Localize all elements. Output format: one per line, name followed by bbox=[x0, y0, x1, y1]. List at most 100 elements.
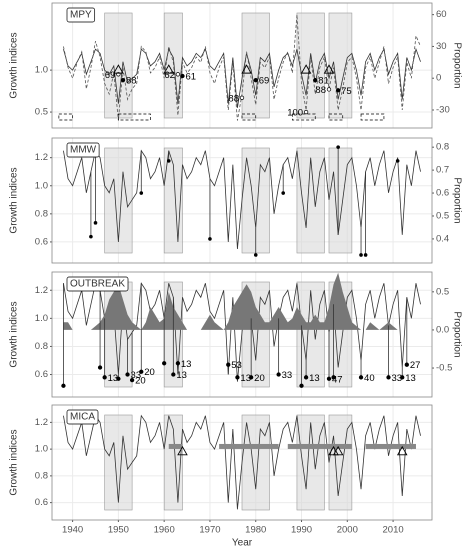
point-label: 20 bbox=[135, 376, 146, 387]
x-tick-label: 1990 bbox=[291, 525, 312, 536]
x-tick-label: 2010 bbox=[383, 525, 404, 536]
point-label: 40 bbox=[364, 373, 375, 384]
period bbox=[328, 147, 353, 254]
dashed-box bbox=[118, 113, 151, 121]
line bbox=[63, 414, 421, 510]
point-label: 88 bbox=[315, 85, 326, 96]
y2-tick-label: 0.8 bbox=[436, 142, 449, 153]
point bbox=[102, 375, 107, 380]
period bbox=[296, 147, 325, 254]
period bbox=[328, 414, 353, 511]
y-axis-title: Growth indices bbox=[9, 167, 20, 233]
y2-tick-label: -30 bbox=[436, 105, 450, 116]
point-label: 88 bbox=[126, 76, 137, 87]
dashed-box bbox=[241, 113, 257, 121]
lollipop-point bbox=[89, 234, 93, 239]
y2-tick-label: 0.4 bbox=[436, 233, 449, 244]
point-label: 69 bbox=[259, 76, 270, 87]
point bbox=[358, 375, 364, 380]
lollipop-point bbox=[166, 159, 171, 163]
point bbox=[335, 88, 341, 93]
point bbox=[180, 73, 185, 79]
lollipop-point bbox=[336, 145, 340, 149]
triangle bbox=[113, 64, 124, 74]
triangle bbox=[332, 445, 344, 456]
period bbox=[104, 147, 133, 254]
y-tick-label: 1.2 bbox=[35, 152, 48, 163]
line bbox=[63, 47, 421, 108]
point-label: 100 bbox=[287, 108, 303, 119]
point-label: 62 bbox=[164, 70, 175, 81]
y-tick-label: 1.0 bbox=[35, 313, 48, 324]
point bbox=[400, 375, 405, 380]
y-tick-label: 1.0 bbox=[35, 65, 48, 76]
triangle bbox=[396, 445, 408, 456]
y-tick-label: 1.2 bbox=[35, 285, 48, 296]
point bbox=[129, 377, 135, 383]
lollipop-point bbox=[93, 221, 98, 225]
point bbox=[331, 375, 336, 380]
point-label: 27 bbox=[410, 360, 421, 371]
point-label: 33 bbox=[392, 373, 403, 384]
point bbox=[97, 365, 103, 370]
period bbox=[163, 12, 183, 119]
y2-tick-label: 0 bbox=[436, 73, 441, 84]
point bbox=[61, 383, 66, 388]
y-tick-label: 0.8 bbox=[35, 470, 48, 481]
point bbox=[386, 375, 391, 380]
segment bbox=[365, 443, 416, 449]
x-tick-label: 1960 bbox=[154, 525, 175, 536]
point bbox=[326, 376, 332, 381]
point-label: 20 bbox=[254, 373, 265, 384]
dashed-box bbox=[328, 113, 344, 121]
period bbox=[163, 147, 183, 254]
y2-tick-label: 0.7 bbox=[436, 165, 449, 176]
lollipop-point bbox=[281, 191, 286, 195]
y-tick-label: 0.8 bbox=[35, 341, 48, 352]
lollipop-point bbox=[359, 253, 363, 257]
x-tick-label: 1940 bbox=[62, 525, 83, 536]
lollipop-point bbox=[395, 159, 400, 163]
triangle bbox=[300, 64, 312, 74]
y-axis-title: Growth indices bbox=[9, 301, 20, 367]
x-tick-label: 1970 bbox=[199, 525, 220, 536]
lollipop-point bbox=[363, 253, 368, 257]
point-label: 13 bbox=[309, 373, 320, 384]
y-axis-title: Growth indices bbox=[9, 32, 20, 98]
period bbox=[296, 281, 325, 388]
point bbox=[171, 372, 176, 377]
point bbox=[139, 369, 144, 374]
y2-axis-title: Proportion bbox=[451, 177, 462, 223]
point bbox=[404, 362, 409, 367]
point bbox=[125, 372, 130, 377]
panel-label: OUTBREAK bbox=[70, 279, 125, 290]
point-label: 13 bbox=[181, 359, 192, 370]
segment bbox=[219, 443, 279, 449]
period bbox=[241, 414, 270, 511]
point bbox=[162, 361, 167, 366]
triangle bbox=[241, 64, 252, 74]
point-label: 47 bbox=[332, 374, 343, 385]
y2-tick-label: 0.6 bbox=[436, 188, 449, 199]
panel-border bbox=[51, 404, 433, 521]
panel-label-box bbox=[66, 409, 99, 425]
point-label: 13 bbox=[405, 373, 416, 384]
x-tick-label: 2000 bbox=[337, 525, 358, 536]
period bbox=[296, 414, 325, 511]
open-point bbox=[326, 87, 332, 92]
y2-tick-label: -0.5 bbox=[436, 363, 452, 374]
y2-tick-label: 0.5 bbox=[436, 286, 449, 297]
y-tick-label: 0.6 bbox=[35, 369, 48, 380]
triangle bbox=[323, 64, 335, 74]
panel-label: MPY bbox=[70, 10, 92, 21]
point-label: 13 bbox=[108, 373, 119, 384]
dashed-box bbox=[292, 113, 316, 121]
point-label: 61 bbox=[185, 72, 196, 83]
lollipop-point bbox=[139, 191, 144, 195]
open-point bbox=[239, 95, 245, 100]
segment bbox=[168, 443, 183, 449]
triangle bbox=[163, 64, 175, 74]
y-tick-label: 0.6 bbox=[35, 497, 48, 508]
dashed-box bbox=[360, 113, 385, 121]
